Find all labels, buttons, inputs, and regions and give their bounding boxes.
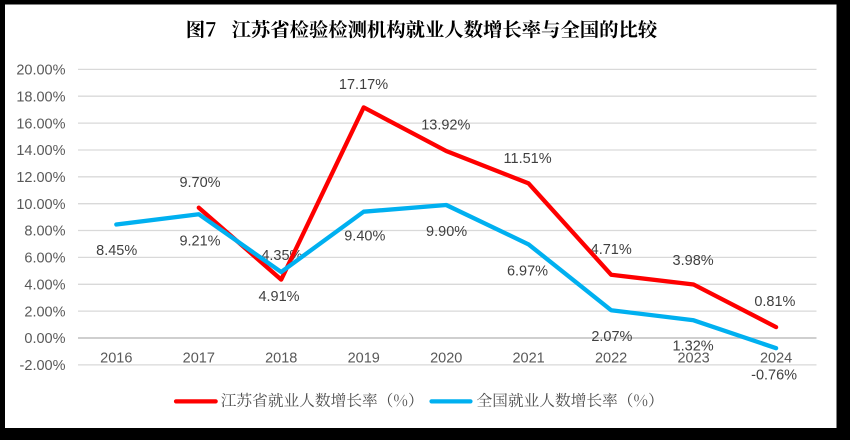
svg-text:2019: 2019 — [348, 351, 380, 367]
svg-text:12.00%: 12.00% — [16, 170, 65, 186]
svg-text:9.40%: 9.40% — [344, 229, 385, 245]
svg-text:4.71%: 4.71% — [591, 242, 632, 258]
svg-text:14.00%: 14.00% — [16, 143, 65, 159]
svg-text:4.00%: 4.00% — [24, 278, 65, 294]
svg-text:-0.76%: -0.76% — [751, 367, 797, 383]
svg-text:2022: 2022 — [595, 351, 627, 367]
svg-text:2.00%: 2.00% — [24, 304, 65, 320]
svg-text:18.00%: 18.00% — [16, 89, 65, 105]
svg-text:4.91%: 4.91% — [258, 289, 299, 305]
svg-text:2020: 2020 — [430, 351, 462, 367]
svg-text:9.90%: 9.90% — [426, 224, 467, 240]
svg-text:2024: 2024 — [760, 351, 792, 367]
svg-text:2023: 2023 — [677, 351, 709, 367]
svg-text:20.00%: 20.00% — [16, 63, 65, 79]
svg-text:2016: 2016 — [100, 351, 132, 367]
svg-text:11.51%: 11.51% — [504, 151, 552, 167]
svg-text:2021: 2021 — [512, 351, 544, 367]
svg-text:16.00%: 16.00% — [16, 116, 65, 132]
svg-text:6.97%: 6.97% — [507, 264, 548, 280]
svg-text:2018: 2018 — [265, 351, 297, 367]
svg-text:0.00%: 0.00% — [24, 331, 65, 347]
svg-text:17.17%: 17.17% — [339, 77, 388, 93]
svg-text:9.70%: 9.70% — [179, 175, 220, 191]
svg-text:-2.00%: -2.00% — [20, 358, 66, 374]
svg-text:8.00%: 8.00% — [24, 224, 65, 240]
svg-text:0.81%: 0.81% — [754, 294, 795, 310]
svg-text:6.00%: 6.00% — [24, 251, 65, 267]
svg-text:1.32%: 1.32% — [673, 338, 714, 354]
svg-text:13.92%: 13.92% — [421, 117, 470, 133]
svg-text:2017: 2017 — [183, 351, 215, 367]
svg-text:10.00%: 10.00% — [16, 197, 65, 213]
svg-text:2.07%: 2.07% — [591, 329, 632, 345]
svg-text:9.21%: 9.21% — [179, 234, 220, 250]
svg-text:3.98%: 3.98% — [673, 253, 714, 269]
svg-text:8.45%: 8.45% — [96, 243, 137, 259]
